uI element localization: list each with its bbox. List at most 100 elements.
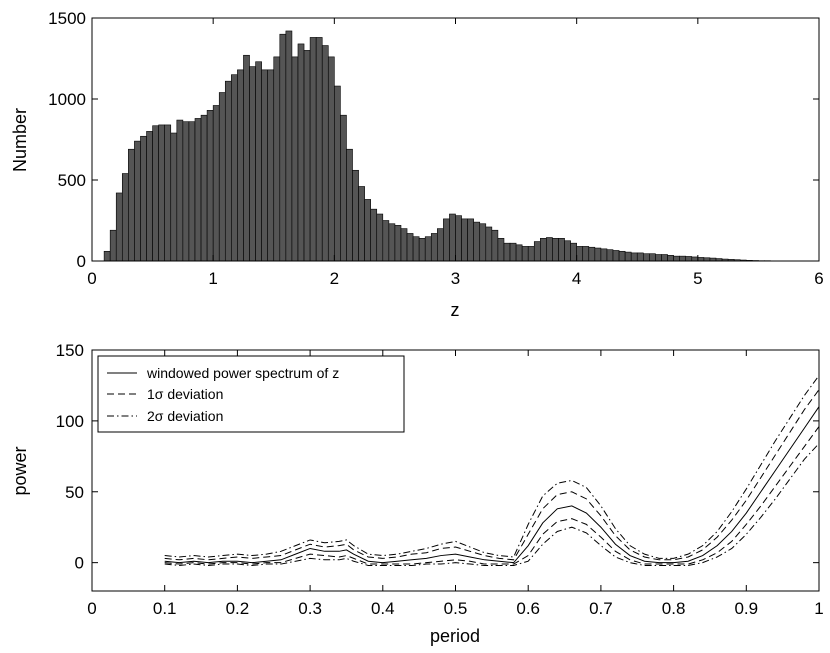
histogram-panel: 0 1 2 3 4 5 6 0 500 1000 1500 z Number [10,9,824,320]
histogram-x-tick-label: 4 [572,269,581,288]
histogram-y-tick-label: 1500 [48,9,86,28]
histogram-bar [255,61,262,262]
histogram-bar [370,208,378,262]
histogram-bar [564,240,571,262]
histogram-bar [243,54,250,262]
power-x-tick-label: 0.6 [516,599,540,618]
histogram-bar [346,148,353,262]
power-y-tick-label: 150 [56,341,84,360]
histogram-bars [103,30,777,262]
histogram-bar [285,30,293,262]
power-y-tick-label: 0 [75,554,84,573]
histogram-bar [140,135,147,262]
histogram-bar [352,169,359,262]
histogram-bar [121,173,129,262]
histogram-bar [491,229,499,262]
power-series-line [164,389,820,561]
histogram-bar [473,221,481,262]
histogram-bar [418,238,426,262]
power-y-tick-label: 50 [65,483,84,502]
histogram-bar [679,255,687,262]
histogram-bar [188,121,196,262]
histogram-bar [212,105,220,262]
power-y-axis-label: power [10,446,30,495]
histogram-bar [406,233,414,262]
histogram-bar [570,242,577,262]
histogram-bar [697,257,705,262]
histogram-bar [552,238,559,262]
histogram-bar [170,132,178,262]
histogram-bar [146,131,153,262]
histogram-bar [218,92,226,262]
histogram-bar [364,199,371,262]
histogram-bar [128,148,135,262]
histogram-x-tick-label: 2 [330,269,339,288]
histogram-bar [261,69,268,262]
legend-entry-2sigma: 2σ deviation [147,408,223,424]
histogram-bar [267,69,275,262]
histogram-bar [152,125,159,262]
histogram-bar [527,246,535,262]
histogram-bar [327,56,335,262]
histogram-bar [382,220,390,262]
power-y-tick-label: 100 [56,412,84,431]
histogram-bar [612,250,620,262]
power-series-line [164,406,820,564]
power-x-tick-label: 0.9 [734,599,758,618]
power-x-axis-label: period [430,626,480,646]
histogram-bar [521,246,529,262]
histogram-bar [643,253,650,262]
histogram-bar [224,80,232,262]
histogram-bar [334,85,341,262]
histogram-y-tick-label: 0 [77,252,86,271]
histogram-bar [685,256,693,262]
histogram-bar [515,244,523,262]
power-series-line [164,443,820,566]
histogram-bar [103,250,111,262]
histogram-bar [455,215,462,262]
legend-box [97,355,405,433]
power-series-line [164,426,820,565]
histogram-y-tick-label: 500 [58,171,86,190]
histogram-bar [182,121,190,262]
power-series-line [164,375,820,559]
histogram-y-ticks: 0 500 1000 1500 [48,9,819,271]
histogram-bar [437,228,444,262]
histogram-bar [582,246,590,262]
histogram-bar [297,43,305,262]
histogram-x-tick-label: 6 [814,269,823,288]
histogram-bar [388,223,396,262]
histogram-bar [509,242,517,262]
power-y-ticks: 0 50 100 150 [56,341,819,573]
histogram-bar [546,237,553,262]
power-x-tick-label: 0.8 [662,599,686,618]
histogram-bar [600,248,608,262]
histogram-bar [624,251,632,262]
histogram-bar [540,238,547,262]
histogram-bar [164,124,172,262]
histogram-bar [376,213,384,262]
histogram-bar [249,66,256,262]
power-x-tick-label: 0 [87,599,96,618]
histogram-x-tick-label: 1 [208,269,217,288]
histogram-x-tick-label: 3 [451,269,460,288]
histogram-bar [109,229,117,262]
histogram-x-axis-label: z [451,300,460,320]
power-x-tick-label: 0.7 [589,599,613,618]
histogram-bar [449,213,456,262]
histogram-bar [673,255,680,262]
histogram-bar [231,74,238,262]
histogram-bar [358,186,365,262]
histogram-bar [340,114,347,262]
power-x-ticks: 0 0.1 0.2 0.3 0.4 0.5 0.6 0.7 0.8 0.9 1 [87,350,824,618]
histogram-bar [412,236,420,262]
histogram-bar [691,256,699,262]
histogram-bar [279,33,287,262]
histogram-bar [594,247,602,262]
histogram-bar [503,242,511,262]
histogram-x-ticks: 0 1 2 3 4 5 6 [87,18,824,288]
histogram-bar [309,37,317,262]
histogram-bar [461,218,468,262]
histogram-bar [424,236,432,262]
